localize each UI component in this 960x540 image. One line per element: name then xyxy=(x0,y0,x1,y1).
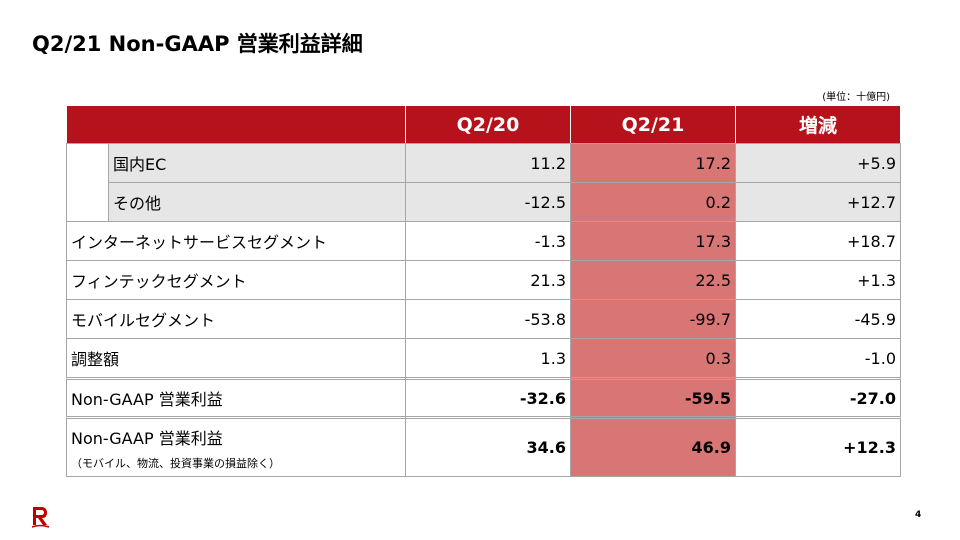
row-label: Non-GAAP 営業利益 （モバイル、物流、投資事業の損益除く） xyxy=(66,416,406,477)
value-cell: -53.8 xyxy=(405,299,571,339)
row-label: Non-GAAP 営業利益 xyxy=(66,377,406,417)
value-cell: 22.5 xyxy=(570,260,736,300)
value-cell: +5.9 xyxy=(735,143,901,183)
header-blank xyxy=(66,105,406,144)
group-indent xyxy=(66,143,109,222)
total-label: Non-GAAP 営業利益 xyxy=(71,390,223,409)
column-header: Q2/21 xyxy=(570,105,736,144)
value-cell: +1.3 xyxy=(735,260,901,300)
value-cell: 46.9 xyxy=(570,416,736,477)
value-cell: 0.3 xyxy=(570,338,736,378)
value-cell: 1.3 xyxy=(405,338,571,378)
row-label: モバイルセグメント xyxy=(66,299,406,339)
value-cell: 34.6 xyxy=(405,416,571,477)
total-note: （モバイル、物流、投資事業の損益除く） xyxy=(71,456,280,470)
total-label: Non-GAAP 営業利益 xyxy=(71,428,223,448)
row-label: フィンテックセグメント xyxy=(66,260,406,300)
row-label: インターネットサービスセグメント xyxy=(66,221,406,261)
value-cell: -12.5 xyxy=(405,182,571,222)
value-cell: -1.3 xyxy=(405,221,571,261)
value-cell: -99.7 xyxy=(570,299,736,339)
column-header: 増減 xyxy=(735,105,901,144)
value-cell: 17.2 xyxy=(570,143,736,183)
value-cell: +12.3 xyxy=(735,416,901,477)
value-cell: -27.0 xyxy=(735,377,901,417)
value-cell: 11.2 xyxy=(405,143,571,183)
row-label: 調整額 xyxy=(66,338,406,378)
value-cell: -1.0 xyxy=(735,338,901,378)
column-header: Q2/20 xyxy=(405,105,571,144)
row-label: 国内EC xyxy=(108,143,406,183)
value-cell: -45.9 xyxy=(735,299,901,339)
value-cell: +12.7 xyxy=(735,182,901,222)
unit-note: (単位：十億円) xyxy=(822,92,890,103)
row-label: その他 xyxy=(108,182,406,222)
value-cell: 17.3 xyxy=(570,221,736,261)
page-number: 4 xyxy=(915,510,922,520)
value-cell: -32.6 xyxy=(405,377,571,417)
value-cell: 0.2 xyxy=(570,182,736,222)
slide-title: Q2/21 Non-GAAP 営業利益詳細 xyxy=(32,32,363,56)
logo xyxy=(31,507,50,528)
value-cell: +18.7 xyxy=(735,221,901,261)
value-cell: 21.3 xyxy=(405,260,571,300)
value-cell: -59.5 xyxy=(570,377,736,417)
